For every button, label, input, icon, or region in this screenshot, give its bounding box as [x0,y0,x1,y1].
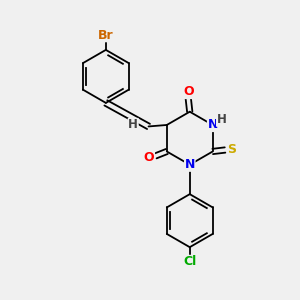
Text: H: H [217,113,226,126]
Text: S: S [227,143,236,157]
Text: Br: Br [98,29,114,42]
Text: N: N [208,118,218,131]
Text: O: O [183,85,194,98]
Text: N: N [184,158,195,171]
Text: Cl: Cl [183,255,196,268]
Text: O: O [144,151,154,164]
Text: H: H [128,118,138,131]
